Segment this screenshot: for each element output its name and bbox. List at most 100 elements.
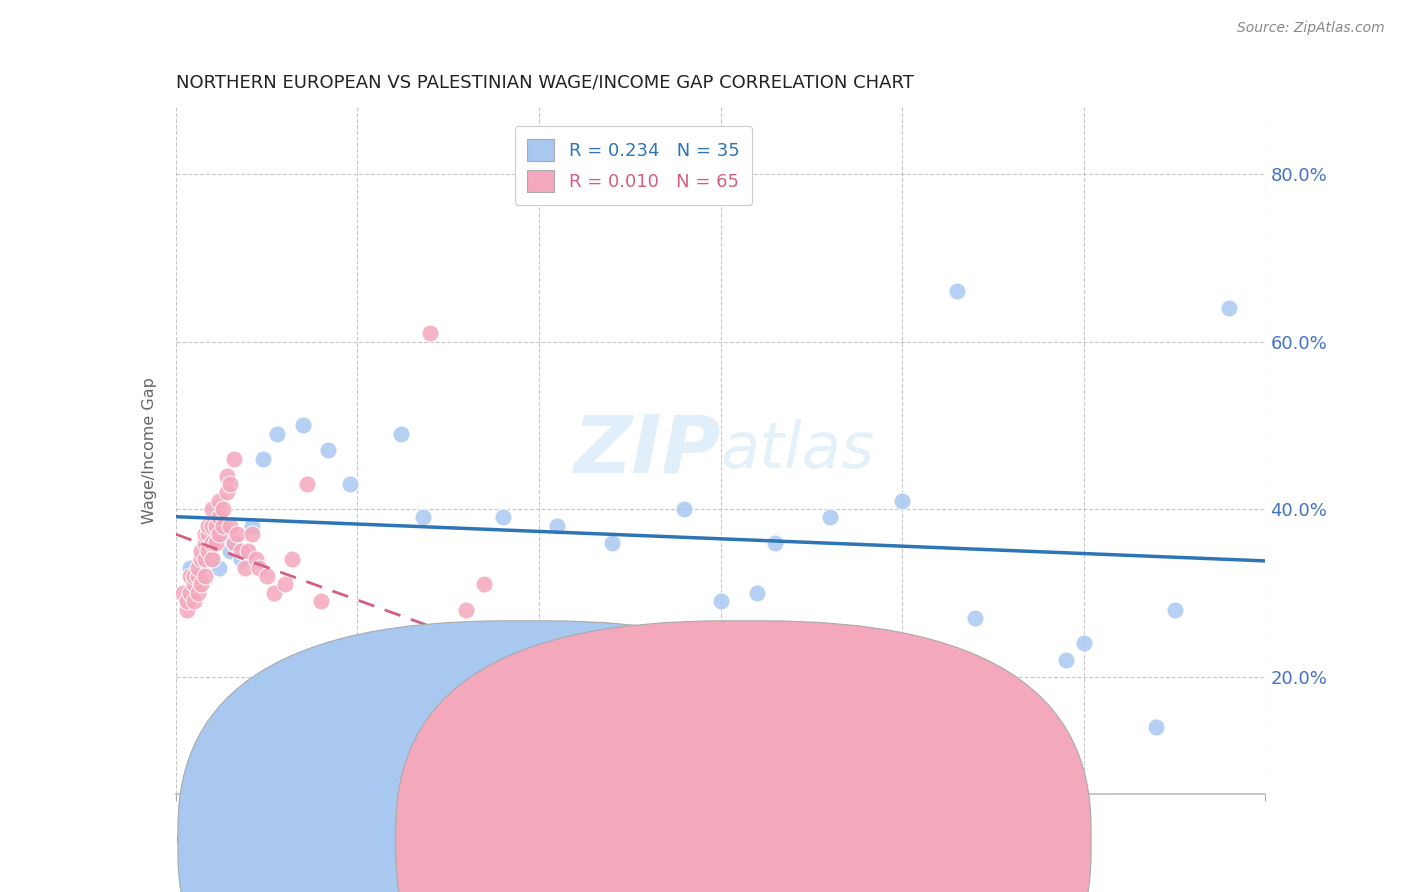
Point [474, 577, 496, 591]
Point [219, 477, 242, 491]
Point [564, 720, 586, 734]
Point [692, 711, 714, 725]
Point [419, 326, 441, 341]
Point [215, 485, 238, 500]
Point [238, 544, 260, 558]
Text: atlas: atlas [721, 419, 875, 482]
Point [179, 560, 201, 574]
Point [412, 510, 434, 524]
Point [197, 544, 219, 558]
Point [492, 703, 515, 717]
Point [204, 535, 226, 549]
Point [346, 644, 368, 658]
Point [201, 552, 224, 566]
Point [295, 477, 318, 491]
Point [527, 711, 550, 725]
Point [201, 535, 224, 549]
Point [389, 426, 412, 441]
Point [1054, 653, 1077, 667]
Point [222, 451, 245, 466]
Point [891, 493, 914, 508]
Point [179, 586, 201, 600]
Point [176, 594, 198, 608]
Point [176, 602, 198, 616]
Point [328, 644, 350, 658]
Point [1163, 602, 1185, 616]
Point [190, 544, 212, 558]
Point [252, 451, 274, 466]
Point [183, 577, 205, 591]
Point [456, 602, 478, 616]
Point [818, 510, 841, 524]
Point [231, 552, 253, 566]
Point [219, 519, 242, 533]
Text: Source: ZipAtlas.com: Source: ZipAtlas.com [1237, 21, 1385, 36]
Point [186, 569, 209, 583]
Point [190, 577, 212, 591]
Text: NORTHERN EUROPEAN VS PALESTINIAN WAGE/INCOME GAP CORRELATION CHART: NORTHERN EUROPEAN VS PALESTINIAN WAGE/IN… [176, 74, 914, 92]
Point [186, 586, 209, 600]
Point [233, 560, 256, 574]
Point [215, 468, 238, 483]
Point [382, 695, 405, 709]
Point [179, 569, 201, 583]
Point [274, 577, 297, 591]
Point [245, 552, 267, 566]
Point [492, 510, 515, 524]
Point [309, 594, 332, 608]
Y-axis label: Wage/Income Gap: Wage/Income Gap [142, 377, 157, 524]
Point [231, 544, 253, 558]
Point [194, 527, 217, 541]
Text: Northern Europeans: Northern Europeans [554, 831, 721, 849]
Point [401, 653, 423, 667]
Point [201, 552, 224, 566]
Point [172, 586, 194, 600]
FancyBboxPatch shape [396, 621, 1091, 892]
Point [240, 519, 263, 533]
Point [963, 611, 986, 625]
Point [673, 502, 696, 516]
Point [197, 527, 219, 541]
Point [281, 552, 304, 566]
Point [291, 418, 314, 433]
Point [194, 569, 217, 583]
Point [710, 594, 733, 608]
Point [212, 519, 235, 533]
Point [208, 493, 231, 508]
Point [339, 477, 361, 491]
Text: 0.0%: 0.0% [176, 831, 221, 850]
Point [745, 586, 768, 600]
Point [256, 569, 278, 583]
Point [226, 527, 249, 541]
Point [201, 502, 224, 516]
Point [364, 653, 387, 667]
Point [1218, 301, 1240, 315]
Legend: R = 0.234   N = 35, R = 0.010   N = 65: R = 0.234 N = 35, R = 0.010 N = 65 [515, 127, 752, 205]
Point [219, 544, 242, 558]
Point [546, 519, 568, 533]
Point [945, 285, 967, 299]
Point [212, 502, 235, 516]
Point [197, 519, 219, 533]
Point [1073, 636, 1095, 650]
Text: ZIP: ZIP [574, 411, 721, 490]
Point [194, 552, 217, 566]
Point [186, 569, 209, 583]
Point [637, 720, 659, 734]
Point [763, 535, 786, 549]
Point [194, 535, 217, 549]
Point [212, 527, 235, 541]
Point [247, 560, 270, 574]
FancyBboxPatch shape [179, 621, 873, 892]
Point [263, 586, 285, 600]
Point [208, 560, 231, 574]
Text: Palestinians: Palestinians [772, 831, 870, 849]
Point [222, 535, 245, 549]
Point [183, 569, 205, 583]
Point [183, 594, 205, 608]
Point [600, 535, 623, 549]
Point [266, 426, 288, 441]
Point [873, 636, 896, 650]
Point [600, 711, 623, 725]
Point [186, 560, 209, 574]
